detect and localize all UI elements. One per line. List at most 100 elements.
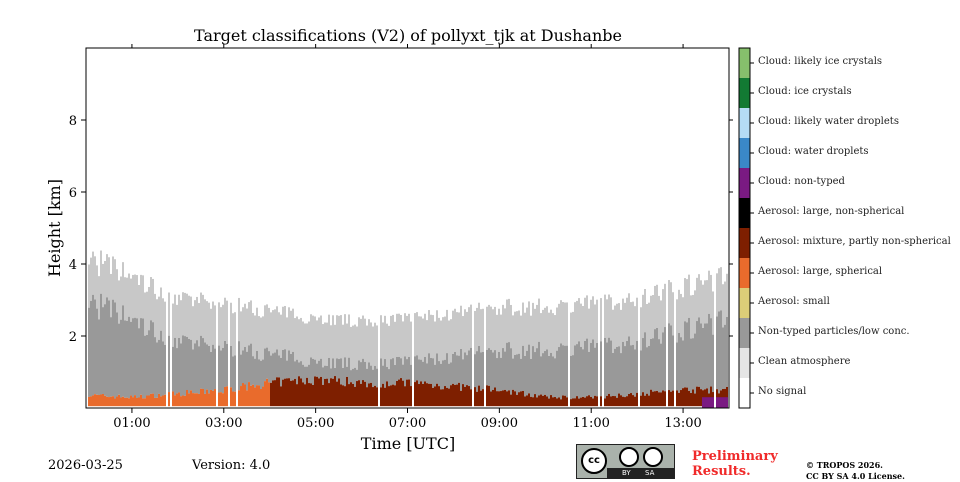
cell-clean-sparse: [174, 294, 176, 338]
cell-non-typed: [150, 320, 152, 394]
cell-aerosol: [192, 393, 194, 407]
cell-non-typed: [658, 339, 660, 393]
cell-non-typed: [106, 297, 108, 397]
cell-clean-sparse: [310, 314, 312, 358]
legend-label: Cloud: likely water droplets: [758, 116, 899, 127]
copyright-line-1: © TROPOS 2026.: [806, 460, 883, 470]
cell-clean-sparse: [580, 303, 582, 347]
cell-non-typed: [118, 323, 120, 395]
cell-clean-sparse: [488, 304, 490, 349]
cell-aerosol: [384, 387, 386, 407]
cell-aerosol: [392, 384, 394, 407]
cell-clean-sparse: [348, 314, 350, 358]
cell-aerosol: [434, 386, 436, 407]
preliminary-line-2: Results.: [692, 464, 751, 479]
cell-clean-sparse: [252, 312, 254, 357]
cell-non-typed: [664, 327, 666, 392]
cell-non-typed: [224, 340, 226, 387]
cell-aerosol: [386, 381, 388, 407]
cell-non-typed: [630, 345, 632, 394]
cell-aerosol: [156, 397, 158, 407]
cell-clean-sparse: [132, 274, 134, 319]
cell-aerosol: [114, 398, 116, 407]
cell-aerosol: [610, 396, 612, 407]
cell-clean-sparse: [684, 278, 686, 322]
cell-aerosol: [244, 384, 246, 407]
cell-non-typed: [348, 357, 350, 385]
cell-clean-sparse: [544, 307, 546, 352]
cell-non-typed: [304, 366, 306, 385]
cell-aerosol: [184, 395, 186, 407]
legend-label: Clean atmosphere: [758, 356, 851, 367]
cell-non-typed: [310, 357, 312, 384]
cell-aerosol: [586, 396, 588, 407]
cell-aerosol: [628, 393, 630, 407]
cell-clean-sparse: [374, 322, 376, 366]
cell-aerosol: [276, 377, 278, 407]
legend-label: Cloud: likely ice crystals: [758, 56, 883, 67]
cell-aerosol: [96, 394, 98, 407]
cell-aerosol: [682, 388, 684, 407]
legend-label: Cloud: ice crystals: [758, 86, 852, 97]
cell-non-typed: [96, 308, 98, 395]
cell-clean-sparse: [600, 298, 602, 342]
cell-clean-sparse: [622, 298, 624, 342]
cell-aerosol: [414, 382, 416, 407]
cell-non-typed: [264, 348, 266, 382]
sa-icon: [643, 447, 663, 467]
y-tick-label: 6: [69, 186, 77, 201]
cell-aerosol: [654, 391, 656, 407]
cell-non-typed: [218, 345, 220, 393]
copyright-line-2: CC BY SA 4.0 License.: [806, 471, 905, 481]
cell-aerosol: [520, 391, 522, 407]
cell-clean-sparse: [630, 302, 632, 346]
cell-cloud-non-typed: [702, 397, 704, 408]
cell-aerosol: [636, 392, 638, 407]
cell-aerosol: [104, 395, 106, 407]
cell-non-typed: [436, 353, 438, 384]
cell-aerosol: [658, 392, 660, 407]
cell-non-typed: [610, 340, 612, 397]
cell-aerosol: [726, 386, 728, 407]
cell-aerosol: [256, 385, 258, 407]
cell-aerosol: [296, 384, 298, 407]
cell-non-typed: [384, 359, 386, 388]
cell-non-typed: [182, 335, 184, 396]
cell-clean-sparse: [458, 312, 460, 356]
cell-clean-sparse: [100, 250, 102, 294]
cell-aerosol: [160, 396, 162, 407]
cell-clean-sparse: [434, 321, 436, 365]
cell-aerosol: [504, 389, 506, 407]
cell-aerosol: [100, 394, 102, 407]
cell-non-typed: [306, 366, 308, 378]
cell-non-typed: [194, 343, 196, 394]
cell-aerosol: [310, 383, 312, 407]
cell-aerosol: [128, 398, 130, 407]
cell-aerosol: [106, 396, 108, 407]
cell-non-typed: [184, 336, 186, 396]
cell-aerosol: [340, 384, 342, 407]
cell-aerosol: [252, 384, 254, 407]
cell-non-typed: [454, 351, 456, 385]
cell-non-typed: [400, 358, 402, 379]
cell-non-typed: [466, 355, 468, 386]
cell-clean-sparse: [670, 282, 672, 326]
cell-clean-sparse: [616, 303, 618, 347]
cell-aerosol: [288, 378, 290, 407]
cell-aerosol: [460, 390, 462, 407]
cell-non-typed: [558, 347, 560, 398]
cell-cloud-non-typed: [706, 397, 708, 408]
cell-clean-sparse: [418, 316, 420, 360]
cell-non-typed: [180, 343, 182, 397]
cell-non-typed: [460, 348, 462, 391]
cell-clean-sparse: [88, 264, 90, 308]
cell-aerosol: [388, 386, 390, 407]
cell-clean-sparse: [96, 265, 98, 309]
cell-aerosol: [116, 396, 118, 407]
cell-non-typed: [572, 355, 574, 399]
cell-aerosol: [92, 395, 94, 407]
cell-non-typed: [554, 358, 556, 398]
cell-aerosol: [696, 386, 698, 407]
cell-non-typed: [656, 327, 658, 391]
cell-aerosol: [118, 394, 120, 407]
